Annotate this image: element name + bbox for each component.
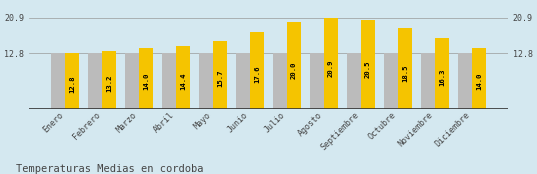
Bar	[361, 19, 375, 109]
Bar	[213, 41, 227, 109]
Bar	[458, 53, 472, 109]
Text: 20.0: 20.0	[291, 61, 297, 79]
Text: 16.3: 16.3	[439, 68, 445, 86]
Bar	[65, 53, 79, 109]
Bar	[435, 38, 449, 109]
Text: 15.7: 15.7	[217, 70, 223, 87]
Bar	[51, 53, 65, 109]
Text: 12.8: 12.8	[69, 75, 75, 93]
Bar	[199, 53, 213, 109]
Bar	[347, 53, 361, 109]
Text: 14.4: 14.4	[180, 72, 186, 90]
Bar	[250, 32, 264, 109]
Text: 20.9: 20.9	[328, 59, 334, 77]
Bar	[236, 53, 250, 109]
Bar	[472, 48, 486, 109]
Bar	[273, 53, 287, 109]
Bar	[421, 53, 435, 109]
Bar	[398, 28, 412, 109]
Bar	[384, 53, 398, 109]
Text: Temperaturas Medias en cordoba: Temperaturas Medias en cordoba	[16, 164, 204, 174]
Text: 13.2: 13.2	[106, 74, 112, 92]
Bar	[310, 53, 324, 109]
Text: 20.5: 20.5	[365, 60, 371, 78]
Bar	[176, 46, 190, 109]
Text: 17.6: 17.6	[254, 66, 260, 83]
Bar	[88, 53, 102, 109]
Bar	[139, 48, 153, 109]
Bar	[287, 22, 301, 109]
Bar	[125, 53, 139, 109]
Text: 14.0: 14.0	[143, 73, 149, 90]
Bar	[102, 52, 116, 109]
Text: 14.0: 14.0	[476, 73, 482, 90]
Bar	[162, 53, 176, 109]
Text: 18.5: 18.5	[402, 64, 408, 82]
Bar	[324, 18, 338, 109]
